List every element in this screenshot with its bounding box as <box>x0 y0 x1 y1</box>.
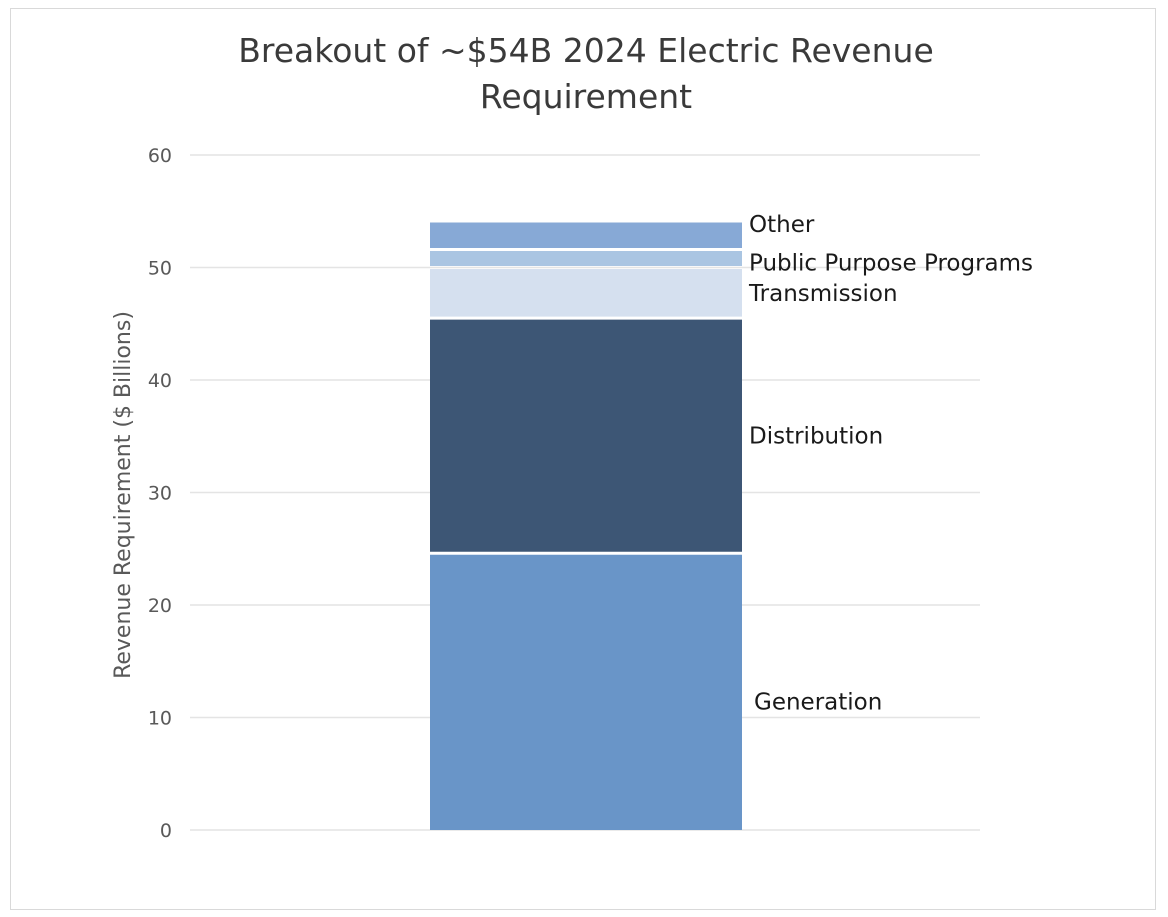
y-tick-label: 50 <box>148 258 172 280</box>
y-axis-label: Revenue Requirement ($ Billions) <box>111 311 136 679</box>
y-tick-label: 10 <box>148 708 172 730</box>
segment-label-distribution: Distribution <box>749 424 883 450</box>
bar-segment-other <box>430 222 742 248</box>
bar-segment-transmission <box>430 269 742 317</box>
y-tick-label: 20 <box>148 595 172 617</box>
segment-label-other: Other <box>749 212 815 238</box>
y-tick-label: 30 <box>148 483 172 505</box>
segment-label-generation: Generation <box>754 690 882 716</box>
chart-title-line-1: Breakout of ~$54B 2024 Electric Revenue <box>238 31 934 70</box>
y-tick-label: 40 <box>148 370 172 392</box>
y-tick-label: 0 <box>160 820 172 842</box>
segment-labels: Generation Distribution Transmission Public… <box>748 212 1033 716</box>
bar-segment-distribution <box>430 319 742 552</box>
bar-segment-generation <box>430 554 742 830</box>
segment-label-transmission: Transmission <box>748 281 898 307</box>
bar-segment-public-purpose-programs <box>430 251 742 266</box>
bar-segments <box>430 222 742 830</box>
y-tick-label: 60 <box>148 145 172 167</box>
y-axis-ticks: 0 10 20 30 40 50 60 <box>148 145 172 842</box>
chart-title-line-2: Requirement <box>480 77 692 116</box>
segment-label-public-purpose-programs: Public Purpose Programs <box>749 251 1033 277</box>
